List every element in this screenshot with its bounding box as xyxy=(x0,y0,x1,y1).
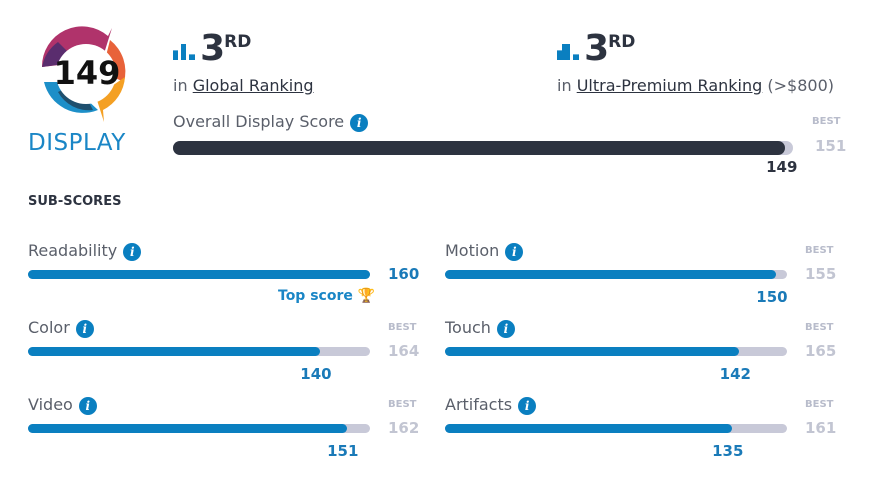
premium-price-note: (>$800) xyxy=(767,76,834,95)
subscore-best-value: 161 xyxy=(805,419,837,437)
info-icon[interactable]: i xyxy=(75,319,94,338)
global-ranking-link[interactable]: Global Ranking xyxy=(192,76,314,95)
info-icon[interactable]: i xyxy=(518,396,537,415)
subscore-best-value: 162 xyxy=(388,419,420,437)
subscore-value: 135 xyxy=(712,442,744,460)
subscore-bar-fill xyxy=(28,424,347,433)
subscore-bar-fill xyxy=(28,347,320,356)
subscore-label-row: Motion i xyxy=(445,241,524,261)
overall-best-label: BEST xyxy=(812,116,841,127)
subscore-bar-fill xyxy=(445,270,776,279)
info-icon[interactable]: i xyxy=(496,319,515,338)
subscore-best-label: BEST xyxy=(388,399,417,410)
subscores-title: SUB-SCORES xyxy=(28,194,122,209)
subscore-bar-fill xyxy=(445,424,732,433)
bar-chart-icon xyxy=(557,44,579,60)
subscore-label-row: Touch i xyxy=(445,318,515,338)
subscore-best-label: BEST xyxy=(388,322,417,333)
premium-rank-caption: in Ultra-Premium Ranking (>$800) xyxy=(557,76,834,95)
badge-ring-icon xyxy=(32,26,126,122)
subscore-best-value: 155 xyxy=(805,265,837,283)
overall-score-fill xyxy=(173,141,785,155)
subscore-bar xyxy=(28,347,370,356)
global-rank-number: 3 xyxy=(200,28,225,69)
subscore-label: Readability xyxy=(28,241,118,260)
subscore-label-row: Video i xyxy=(28,395,97,415)
overall-score-label: Overall Display Score xyxy=(173,112,345,131)
subscore-bar-fill xyxy=(28,270,370,279)
info-icon[interactable]: i xyxy=(123,242,142,261)
top-score-text: Top score xyxy=(278,288,353,304)
badge-score: 149 xyxy=(53,54,121,92)
subscore-value: 142 xyxy=(719,365,751,383)
subscore-value: 150 xyxy=(756,288,788,306)
premium-ranking-link[interactable]: Ultra-Premium Ranking xyxy=(576,76,763,95)
subscore-bar xyxy=(28,424,370,433)
subscore-bar xyxy=(445,270,787,279)
premium-rank-prefix: in xyxy=(557,76,572,95)
top-score-label: Top score 🏆 xyxy=(278,288,375,304)
subscore-bar xyxy=(28,270,370,279)
global-rank-suffix: RD xyxy=(224,32,252,52)
subscore-label: Artifacts xyxy=(445,395,513,414)
premium-rank-number: 3 xyxy=(584,28,609,69)
subscore-value: 140 xyxy=(300,365,332,383)
subscore-label: Motion xyxy=(445,241,500,260)
subscore-best-value: 164 xyxy=(388,342,420,360)
subscore-bar-fill xyxy=(445,347,740,356)
subscore-value: 160 xyxy=(388,265,420,283)
subscore-value: 151 xyxy=(327,442,359,460)
overall-score-bar xyxy=(173,141,793,155)
subscore-label-row: Artifacts i xyxy=(445,395,537,415)
subscore-bar xyxy=(445,424,787,433)
overall-score-label-row: Overall Display Score i xyxy=(173,112,369,132)
global-rank: 3RD xyxy=(173,28,251,69)
info-icon[interactable]: i xyxy=(78,396,97,415)
subscore-label: Touch xyxy=(445,318,491,337)
badge-category: DISPLAY xyxy=(28,130,126,156)
info-icon[interactable]: i xyxy=(350,113,369,132)
display-badge: 149 xyxy=(28,22,138,122)
info-icon[interactable]: i xyxy=(505,242,524,261)
global-rank-caption: in Global Ranking xyxy=(173,76,314,95)
overall-score-value: 149 xyxy=(766,158,798,176)
subscore-label: Video xyxy=(28,395,73,414)
premium-rank-suffix: RD xyxy=(608,32,636,52)
subscore-label-row: Readability i xyxy=(28,241,142,261)
trophy-icon: 🏆 xyxy=(357,288,376,304)
subscore-best-label: BEST xyxy=(805,322,834,333)
premium-rank: 3RD xyxy=(557,28,635,69)
subscore-best-label: BEST xyxy=(805,399,834,410)
overall-best-value: 151 xyxy=(815,137,847,155)
subscore-best-value: 165 xyxy=(805,342,837,360)
subscore-bar xyxy=(445,347,787,356)
global-rank-prefix: in xyxy=(173,76,188,95)
bar-chart-icon xyxy=(173,44,195,60)
subscore-label-row: Color i xyxy=(28,318,94,338)
subscore-label: Color xyxy=(28,318,70,337)
subscore-best-label: BEST xyxy=(805,245,834,256)
